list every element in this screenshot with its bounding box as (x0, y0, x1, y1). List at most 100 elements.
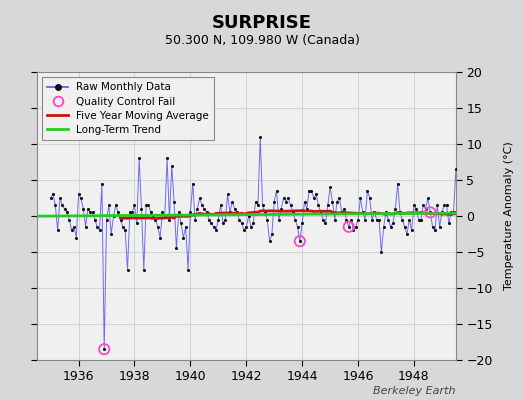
Point (128, 209, 136, 216)
Point (307, 188, 315, 194)
Point (249, 220, 257, 226)
Point (47, 195, 55, 201)
Point (97, 180, 106, 187)
Point (135, 155, 144, 162)
Point (426, 209, 434, 216)
Point (107, 231, 115, 237)
Point (410, 202, 418, 208)
Point (412, 206, 420, 212)
Point (186, 209, 194, 216)
Point (172, 245, 181, 252)
Point (366, 195, 374, 201)
Point (247, 224, 255, 230)
Point (324, 202, 332, 208)
Point (477, 209, 486, 216)
Point (95, 227, 104, 234)
Point (377, 249, 386, 255)
Point (270, 198, 278, 205)
Point (331, 216, 339, 223)
Point (471, 198, 479, 205)
Point (373, 216, 381, 223)
Point (60, 206, 69, 212)
Y-axis label: Temperature Anomaly (°C): Temperature Anomaly (°C) (504, 142, 514, 290)
Point (358, 209, 367, 216)
Point (321, 220, 330, 226)
Point (316, 209, 325, 216)
Point (405, 216, 413, 223)
Point (475, 198, 483, 205)
Point (328, 198, 336, 205)
Point (261, 209, 269, 216)
Point (400, 224, 409, 230)
Point (123, 267, 132, 273)
Point (398, 216, 407, 223)
Point (479, 206, 488, 212)
Point (184, 267, 192, 273)
Point (272, 188, 281, 194)
Point (77, 195, 85, 201)
Point (286, 202, 294, 208)
Point (492, 216, 500, 223)
Point (121, 227, 129, 234)
Point (116, 216, 125, 223)
Point (181, 224, 190, 230)
Point (89, 209, 97, 216)
Point (65, 216, 73, 223)
Point (354, 216, 362, 223)
Point (51, 202, 60, 208)
Point (396, 209, 404, 216)
Point (312, 191, 320, 198)
Point (342, 216, 351, 223)
Point (114, 209, 123, 216)
Point (440, 202, 449, 208)
Point (91, 216, 99, 223)
Point (256, 134, 265, 140)
Point (431, 227, 439, 234)
Point (56, 195, 64, 201)
Point (466, 216, 474, 223)
Point (200, 206, 209, 212)
Point (223, 191, 232, 198)
Point (228, 198, 236, 205)
Point (382, 209, 390, 216)
Point (498, 216, 507, 223)
Point (387, 224, 395, 230)
Point (268, 231, 276, 237)
Point (438, 209, 446, 216)
Point (100, 346, 108, 352)
Point (454, 216, 462, 223)
Point (179, 234, 188, 241)
Point (310, 195, 318, 201)
Point (81, 224, 90, 230)
Point (326, 184, 334, 190)
Point (79, 206, 88, 212)
Point (130, 202, 139, 208)
Point (100, 346, 108, 352)
Point (349, 227, 357, 234)
Point (110, 213, 118, 219)
Point (482, 209, 490, 216)
Point (156, 234, 165, 241)
Point (484, 216, 493, 223)
Point (118, 224, 127, 230)
Point (433, 202, 441, 208)
Text: Berkeley Earth: Berkeley Earth (374, 386, 456, 396)
Point (361, 216, 369, 223)
Point (233, 209, 241, 216)
Point (277, 206, 286, 212)
Point (515, 231, 523, 237)
Point (142, 202, 150, 208)
Point (165, 216, 173, 223)
Point (384, 216, 392, 223)
Point (163, 155, 171, 162)
Point (442, 202, 451, 208)
Point (49, 191, 57, 198)
Point (189, 180, 197, 187)
Point (494, 220, 502, 226)
Point (149, 213, 157, 219)
Point (473, 188, 481, 194)
Point (237, 220, 246, 226)
Point (158, 209, 167, 216)
Point (226, 209, 234, 216)
Point (74, 191, 83, 198)
